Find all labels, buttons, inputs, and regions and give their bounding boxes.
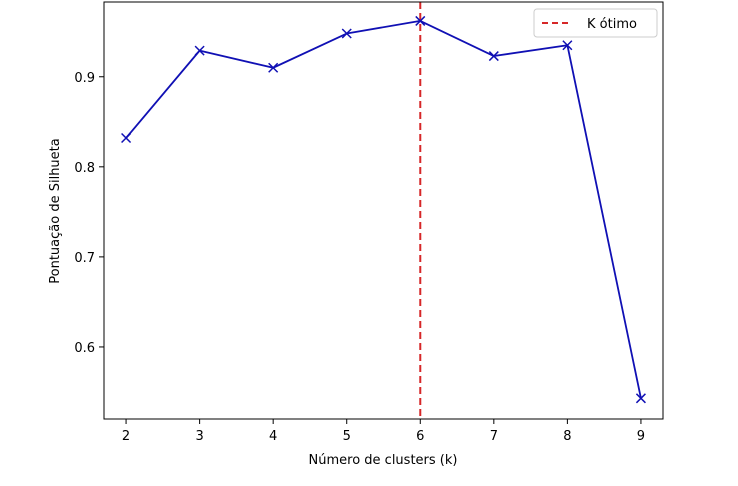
x-tick-label: 8 — [563, 429, 571, 444]
silhouette-series-line — [125, 20, 642, 399]
legend-label-k-otimo: K ótimo — [587, 17, 637, 32]
y-tick-label: 0.9 — [74, 71, 95, 86]
y-tick-label: 0.7 — [74, 251, 95, 266]
x-axis-label: Número de clusters (k) — [309, 453, 458, 468]
data-point-k-3 — [194, 45, 205, 56]
data-point-k-6 — [415, 15, 426, 26]
data-point-k-7 — [488, 51, 499, 62]
x-tick-label: 7 — [490, 429, 498, 444]
x-tick-label: 4 — [269, 429, 277, 444]
y-axis-label: Pontuação de Silhueta — [48, 138, 63, 283]
y-tick-label: 0.6 — [74, 341, 95, 356]
plot-frame — [103, 1, 664, 420]
x-tick-label: 2 — [122, 429, 130, 444]
x-tick-label: 6 — [416, 429, 424, 444]
legend-frame — [533, 8, 658, 38]
data-point-k-9 — [635, 393, 646, 404]
data-point-k-4 — [268, 62, 279, 73]
x-tick-label: 9 — [637, 429, 645, 444]
x-tick-label: 5 — [343, 429, 351, 444]
y-tick-label: 0.8 — [74, 161, 95, 176]
data-point-k-8 — [562, 40, 573, 51]
data-point-k-2 — [121, 132, 132, 144]
legend: K ótimo — [533, 8, 658, 38]
x-tick-label: 3 — [195, 429, 203, 444]
data-point-k-5 — [341, 28, 352, 39]
